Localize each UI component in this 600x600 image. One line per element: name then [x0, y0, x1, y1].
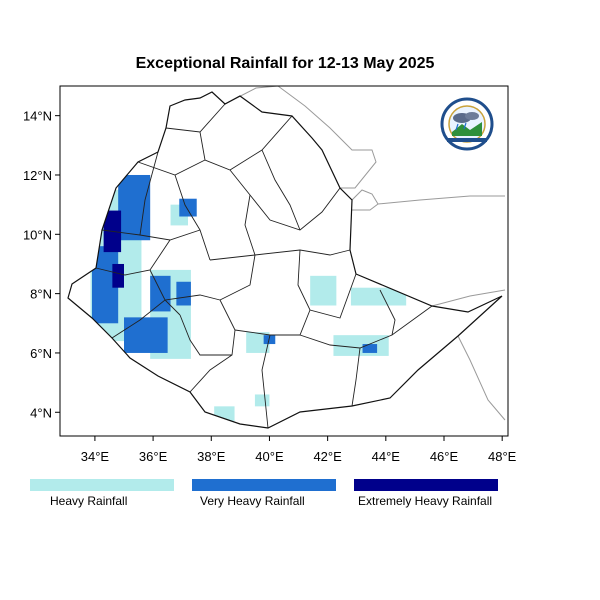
y-tick-label: 4°N	[30, 405, 52, 420]
zone-boundary	[111, 294, 221, 339]
rainfall-area	[124, 317, 168, 353]
admin-boundaries	[95, 103, 433, 429]
rainfall-area	[179, 198, 197, 217]
zone-boundary	[261, 149, 301, 231]
zone-boundary	[261, 334, 271, 429]
zone-boundary	[209, 249, 351, 261]
rainfall-area	[333, 335, 389, 356]
legend-label-heavy: Heavy Rainfall	[50, 494, 128, 508]
zone-boundary	[165, 103, 226, 133]
x-tick-label: 46°E	[430, 449, 459, 464]
rainfall-area	[254, 394, 270, 407]
map-frame	[59, 85, 509, 437]
zone-boundary	[95, 239, 171, 276]
zone-boundary	[234, 309, 311, 336]
x-tick-label: 34°E	[81, 449, 110, 464]
legend-swatch-very-heavy	[192, 479, 336, 491]
zone-boundary	[219, 254, 256, 301]
zone-boundary	[244, 194, 256, 256]
x-tick-label: 40°E	[255, 449, 284, 464]
y-tick-label: 14°N	[23, 109, 52, 124]
legend-swatch-heavy	[30, 479, 174, 491]
zone-boundary	[101, 229, 201, 241]
rainfall-area	[150, 275, 171, 312]
y-axis: 14°N 12°N 10°N 8°N 6°N 4°N	[23, 109, 60, 420]
rainfall-area	[362, 344, 378, 353]
eritrea-boundary	[224, 85, 377, 189]
zone-boundary	[229, 169, 341, 231]
x-tick-label: 42°E	[313, 449, 342, 464]
x-tick-label: 44°E	[372, 449, 401, 464]
djibouti-boundary	[351, 189, 379, 211]
zone-boundary	[174, 174, 211, 261]
somalia-coast-boundary	[457, 335, 506, 421]
x-axis: 34°E 36°E 38°E 40°E 42°E 44°E 46°E 48°E	[81, 436, 517, 464]
rainfall-area	[310, 275, 337, 306]
rainfall-area	[112, 263, 124, 288]
zone-boundary	[379, 289, 396, 336]
y-tick-label: 6°N	[30, 346, 52, 361]
meteorological-institute-logo	[440, 97, 494, 151]
zone-boundary	[351, 347, 361, 407]
rainfall-layer	[90, 174, 482, 422]
x-tick-label: 38°E	[197, 449, 226, 464]
somalia-boundary	[431, 289, 506, 307]
x-tick-label: 48°E	[488, 449, 517, 464]
ethiopia-boundary	[67, 91, 503, 429]
x-tick-label: 36°E	[139, 449, 168, 464]
rainfall-area	[263, 335, 276, 345]
y-tick-label: 10°N	[23, 227, 52, 242]
zone-boundary	[199, 115, 293, 171]
gulf-coast-boundary	[377, 195, 505, 205]
rainfall-area	[350, 287, 407, 306]
map-title: Exceptional Rainfall for 12-13 May 2025	[135, 55, 435, 72]
y-tick-label: 8°N	[30, 287, 52, 302]
zone-boundary	[179, 314, 232, 356]
legend-label-extremely-heavy: Extremely Heavy Rainfall	[358, 494, 493, 508]
rainfall-area	[470, 278, 482, 300]
legend-swatch-extremely-heavy	[354, 479, 498, 491]
y-tick-label: 12°N	[23, 168, 52, 183]
zone-boundary	[137, 159, 206, 176]
zone-boundary	[189, 299, 236, 393]
rainfall-area	[176, 281, 191, 306]
neighbor-boundaries	[224, 85, 506, 421]
zone-boundary	[139, 151, 159, 236]
legend-label-very-heavy: Very Heavy Rainfall	[200, 494, 305, 508]
rainfall-area	[118, 174, 151, 241]
